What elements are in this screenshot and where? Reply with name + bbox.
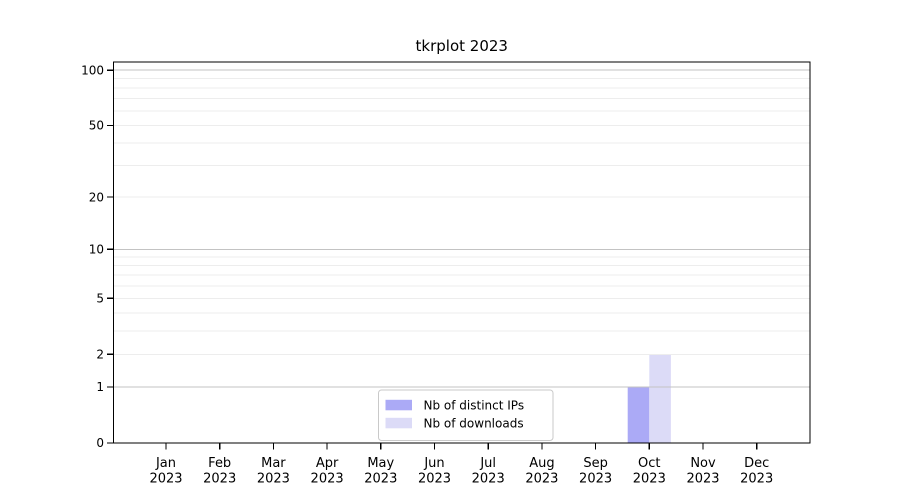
y-tick-label: 0	[96, 436, 104, 450]
x-tick-label-year: 2023	[579, 472, 612, 487]
y-tick-label: 2	[96, 347, 104, 361]
x-tick-label-year: 2023	[203, 472, 236, 487]
chart-title: tkrplot 2023	[416, 37, 508, 55]
y-tick-label: 1	[96, 380, 104, 394]
y-tick-label: 50	[89, 119, 104, 133]
plot-frame	[112, 61, 811, 444]
bar-Oct-series1	[649, 354, 671, 443]
x-tick-label-year: 2023	[525, 472, 558, 487]
x-tick-label-year: 2023	[472, 472, 505, 487]
bar-Oct-series0	[627, 387, 650, 443]
x-tick-label-month: Jan	[155, 456, 176, 471]
x-tick-label-year: 2023	[149, 472, 182, 487]
y-tick-label: 20	[89, 190, 104, 204]
x-tick-label-month: Mar	[261, 456, 286, 471]
bars-group	[627, 354, 671, 443]
x-tick-label-year: 2023	[311, 472, 344, 487]
x-tick-label-month: Dec	[744, 456, 769, 471]
legend: Nb of distinct IPs Nb of downloads	[378, 389, 554, 441]
x-tick-label-year: 2023	[364, 472, 397, 487]
x-tick-label-year: 2023	[257, 472, 290, 487]
x-tick-label-month: Nov	[690, 456, 716, 471]
legend-swatch	[385, 417, 412, 429]
major-gridlines-group	[113, 69, 810, 388]
minor-gridlines-group	[113, 78, 810, 355]
x-tick-label-month: Feb	[208, 456, 231, 471]
y-tick-label: 10	[89, 243, 104, 257]
x-tick-label-month: May	[367, 456, 394, 471]
x-tick-label-year: 2023	[418, 472, 451, 487]
legend-label: Nb of downloads	[424, 416, 524, 430]
x-tick-label-month: Jul	[479, 456, 496, 471]
y-tick-label: 100	[81, 63, 104, 77]
x-tick-label-month: Apr	[316, 456, 339, 471]
x-tick-label-year: 2023	[633, 472, 666, 487]
x-tick-label-month: Aug	[529, 456, 554, 471]
legend-box	[378, 389, 554, 441]
x-tick-label-year: 2023	[686, 472, 719, 487]
x-tick-label-month: Sep	[583, 456, 608, 471]
x-tick-label-year: 2023	[740, 472, 773, 487]
x-tick-label-month: Jun	[423, 456, 444, 471]
axis-tick-labels-group: 0125102050100Jan2023Feb2023Mar2023Apr202…	[81, 63, 773, 486]
legend-swatch	[385, 399, 412, 411]
y-tick-label: 5	[96, 291, 104, 305]
x-tick-label-month: Oct	[638, 456, 660, 471]
legend-label: Nb of distinct IPs	[424, 398, 525, 412]
axis-ticks-group	[107, 69, 758, 450]
